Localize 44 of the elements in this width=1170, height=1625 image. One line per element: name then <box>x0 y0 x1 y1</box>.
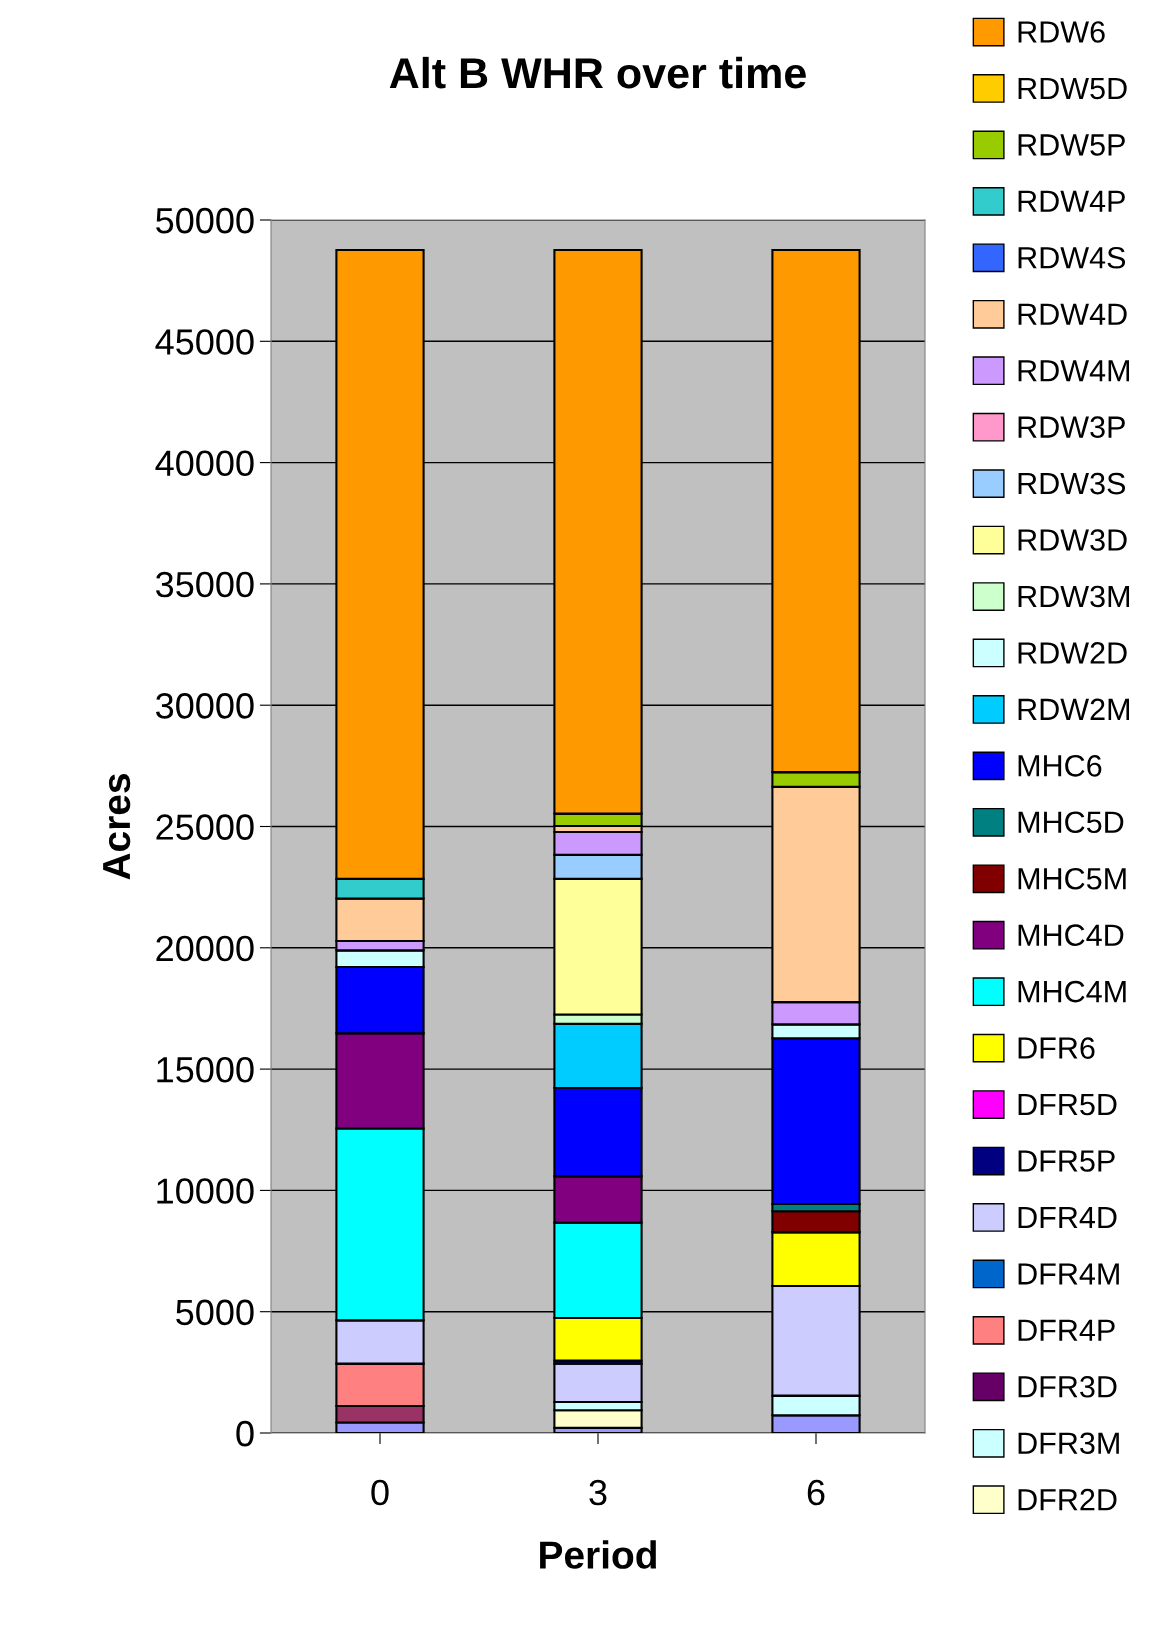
legend-label: MHC4M <box>1018 980 1126 1003</box>
y-tick-label: 40000 <box>155 450 254 477</box>
y-tick-label: 30000 <box>156 693 254 719</box>
legend-label: RDW2M <box>1018 698 1130 720</box>
y-tick-label: 35000 <box>156 571 254 598</box>
legend-label: RDW4S <box>1018 246 1126 269</box>
y-tick-label: 15000 <box>157 1056 254 1083</box>
legend-label: RDW4M <box>1018 360 1130 382</box>
y-axis-title: Acres <box>103 774 131 880</box>
legend-label: DFR3D <box>1018 1375 1117 1398</box>
y-tick-label: 50000 <box>156 207 254 234</box>
legend-label: MHC5M <box>1018 867 1126 890</box>
legend-label: RDW5P <box>1018 134 1125 156</box>
legend-label: RDW3S <box>1018 472 1126 495</box>
legend-label: DFR3M <box>1018 1432 1119 1455</box>
legend-label: MHC4D <box>1018 924 1124 946</box>
legend-label: RDW4D <box>1018 303 1127 325</box>
legend-label: RDW6 <box>1018 21 1105 43</box>
legend-label: RDW3M <box>1018 585 1130 608</box>
chart-title: Alt B WHR over time <box>389 56 806 89</box>
x-tick-label: 6 <box>807 1479 825 1506</box>
legend-label: MHC6 <box>1018 755 1102 777</box>
legend-label: DFR5D <box>1018 1094 1117 1116</box>
legend-label: RDW4P <box>1018 190 1125 212</box>
legend-label: DFR5P <box>1018 1150 1115 1172</box>
legend-label: RDW2D <box>1018 642 1127 664</box>
y-tick-label: 0 <box>236 1420 254 1447</box>
legend-label: RDW3P <box>1018 416 1125 438</box>
legend-label: DFR4D <box>1018 1206 1117 1228</box>
legend-label: DFR4P <box>1018 1319 1115 1341</box>
legend-label: MHC5D <box>1018 811 1124 834</box>
y-tick-label: 45000 <box>155 329 254 355</box>
legend-label: DFR2D <box>1018 1488 1117 1511</box>
legend-label: RDW5D <box>1018 77 1127 100</box>
x-axis-title: Period <box>540 1540 656 1569</box>
x-tick-label: 3 <box>589 1479 607 1506</box>
y-tick-label: 10000 <box>157 1178 254 1204</box>
y-tick-label: 25000 <box>156 814 254 840</box>
legend-label: DFR6 <box>1018 1037 1095 1059</box>
y-tick-label: 5000 <box>176 1299 254 1326</box>
legend-label: RDW3D <box>1018 529 1127 551</box>
x-tick-label: 0 <box>371 1479 389 1506</box>
legend-label: DFR4M <box>1018 1263 1119 1285</box>
y-tick-label: 20000 <box>156 935 254 962</box>
